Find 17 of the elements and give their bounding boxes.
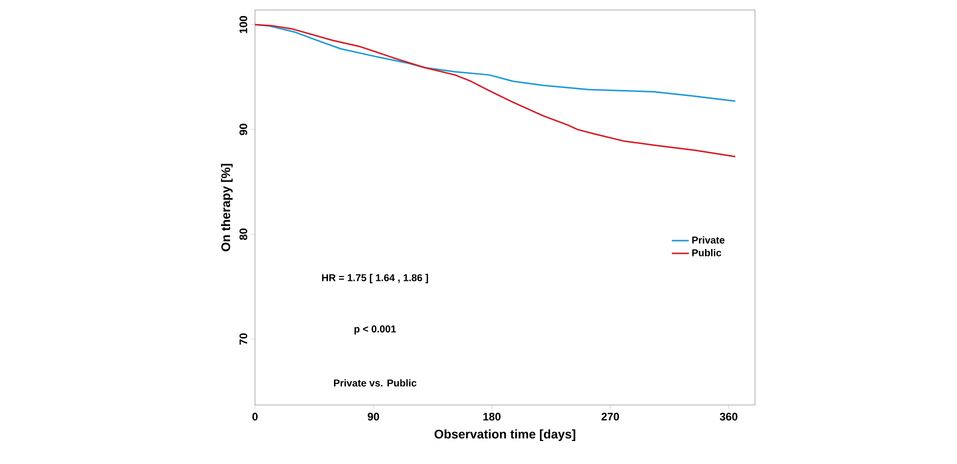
x-tick-label: 180 [483,412,501,421]
annotation: p < 0.001 [354,325,396,334]
y-tick-label: 70 [239,333,248,345]
y-tick-label: 80 [239,228,248,240]
x-tick-label: 270 [602,412,619,421]
legend-label: Public [692,248,722,256]
y-axis-title: On therapy [%] [221,164,233,252]
annotation: Private vs. Public [334,379,416,387]
x-tick-label: 0 [252,412,258,421]
x-tick-label: 90 [368,412,380,421]
y-tick-label: 90 [239,124,248,136]
line-series [255,24,736,158]
x-tick-label: 360 [720,412,738,421]
annotation: HR = 1.75 [ 1.64 , 1.86 ] [322,274,428,284]
y-tick-label: 100 [239,16,248,34]
x-axis-title: Observation time [days] [434,429,576,441]
legend-label: Private [692,236,724,244]
